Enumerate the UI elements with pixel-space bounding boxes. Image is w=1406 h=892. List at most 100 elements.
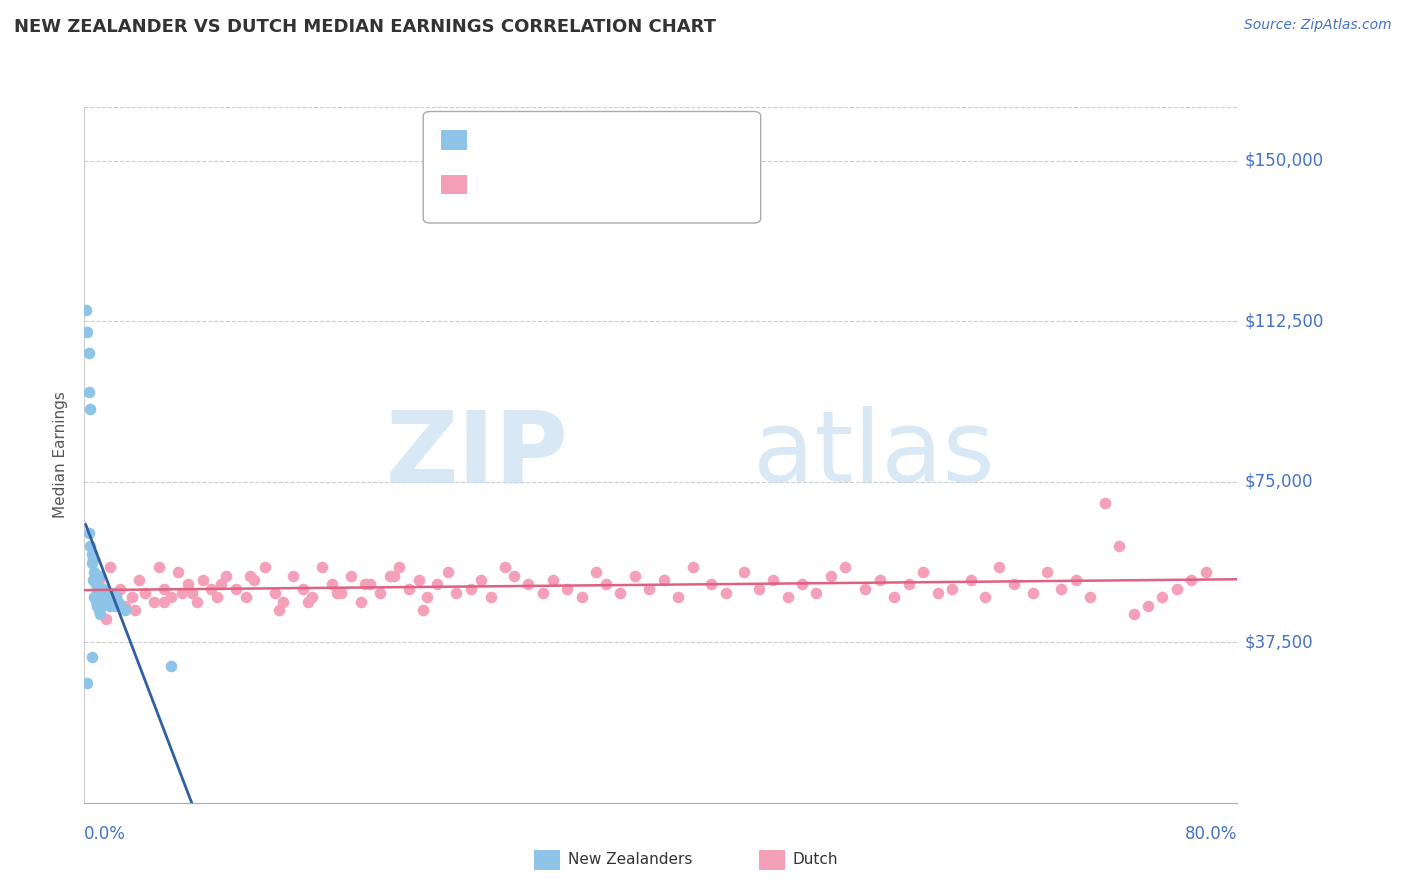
Point	[103, 586, 124, 600]
Point	[172, 586, 194, 600]
Point	[408, 573, 430, 587]
Point	[927, 586, 949, 600]
Point	[94, 612, 117, 626]
Point	[98, 560, 121, 574]
Point	[191, 573, 214, 587]
Point	[652, 573, 675, 587]
Point	[1166, 582, 1188, 596]
Point	[700, 577, 723, 591]
Point	[83, 591, 105, 605]
Point	[160, 591, 183, 605]
Point	[382, 569, 405, 583]
Text: ZIP: ZIP	[385, 407, 568, 503]
Point	[152, 582, 174, 596]
Point	[436, 565, 458, 579]
Point	[91, 594, 114, 608]
Point	[128, 573, 150, 587]
Text: $150,000: $150,000	[1244, 152, 1323, 169]
Point	[806, 586, 828, 600]
Point	[84, 594, 107, 608]
Point	[86, 599, 108, 613]
Point	[82, 551, 104, 566]
Point	[93, 591, 115, 605]
Point	[77, 526, 100, 541]
Point	[114, 603, 136, 617]
Point	[243, 573, 266, 587]
Y-axis label: Median Earnings: Median Earnings	[53, 392, 69, 518]
Point	[79, 539, 101, 553]
Point	[517, 577, 540, 591]
Point	[350, 594, 373, 608]
Text: R = -0.320: R = -0.320	[475, 131, 565, 149]
Point	[666, 591, 689, 605]
Point	[883, 591, 905, 605]
Point	[1036, 565, 1059, 579]
Point	[790, 577, 813, 591]
Point	[160, 658, 183, 673]
Point	[94, 586, 117, 600]
Point	[398, 582, 420, 596]
Point	[104, 599, 127, 613]
Point	[209, 577, 232, 591]
Point	[541, 573, 564, 587]
Point	[311, 560, 333, 574]
Point	[834, 560, 856, 574]
Point	[820, 569, 842, 583]
Text: R = -0.013: R = -0.013	[475, 176, 565, 194]
Point	[321, 577, 343, 591]
Point	[368, 586, 391, 600]
Point	[1180, 573, 1202, 587]
Text: $75,000: $75,000	[1244, 473, 1313, 491]
Point	[748, 582, 770, 596]
Point	[682, 560, 704, 574]
Point	[595, 577, 617, 591]
Point	[416, 591, 439, 605]
Point	[1152, 591, 1174, 605]
Point	[1136, 599, 1159, 613]
Point	[470, 573, 492, 587]
Point	[1108, 539, 1130, 553]
Point	[253, 560, 276, 574]
Point	[1094, 496, 1116, 510]
Point	[181, 586, 204, 600]
Point	[110, 599, 132, 613]
Point	[869, 573, 891, 587]
Point	[776, 591, 799, 605]
Point	[186, 594, 208, 608]
Point	[214, 569, 236, 583]
Point	[152, 594, 174, 608]
Point	[283, 569, 305, 583]
Point	[912, 565, 935, 579]
Point	[267, 603, 290, 617]
Point	[988, 560, 1011, 574]
Point	[114, 599, 136, 613]
Point	[80, 556, 103, 570]
Point	[609, 586, 631, 600]
Point	[1064, 573, 1087, 587]
Point	[90, 599, 112, 613]
Point	[359, 577, 381, 591]
Point	[271, 594, 294, 608]
Point	[638, 582, 661, 596]
Point	[1078, 591, 1101, 605]
Point	[90, 591, 112, 605]
Point	[142, 594, 165, 608]
Point	[89, 607, 111, 622]
Point	[100, 594, 122, 608]
Point	[82, 573, 104, 587]
Point	[1002, 577, 1025, 591]
Point	[974, 591, 997, 605]
Point	[1050, 582, 1073, 596]
Point	[531, 586, 554, 600]
Point	[200, 582, 222, 596]
Point	[263, 586, 285, 600]
Point	[91, 582, 114, 596]
Point	[585, 565, 607, 579]
Point	[301, 591, 323, 605]
Point	[444, 586, 467, 600]
Point	[239, 569, 262, 583]
Point	[354, 577, 377, 591]
Point	[87, 573, 110, 587]
Point	[76, 676, 98, 690]
Point	[412, 603, 434, 617]
